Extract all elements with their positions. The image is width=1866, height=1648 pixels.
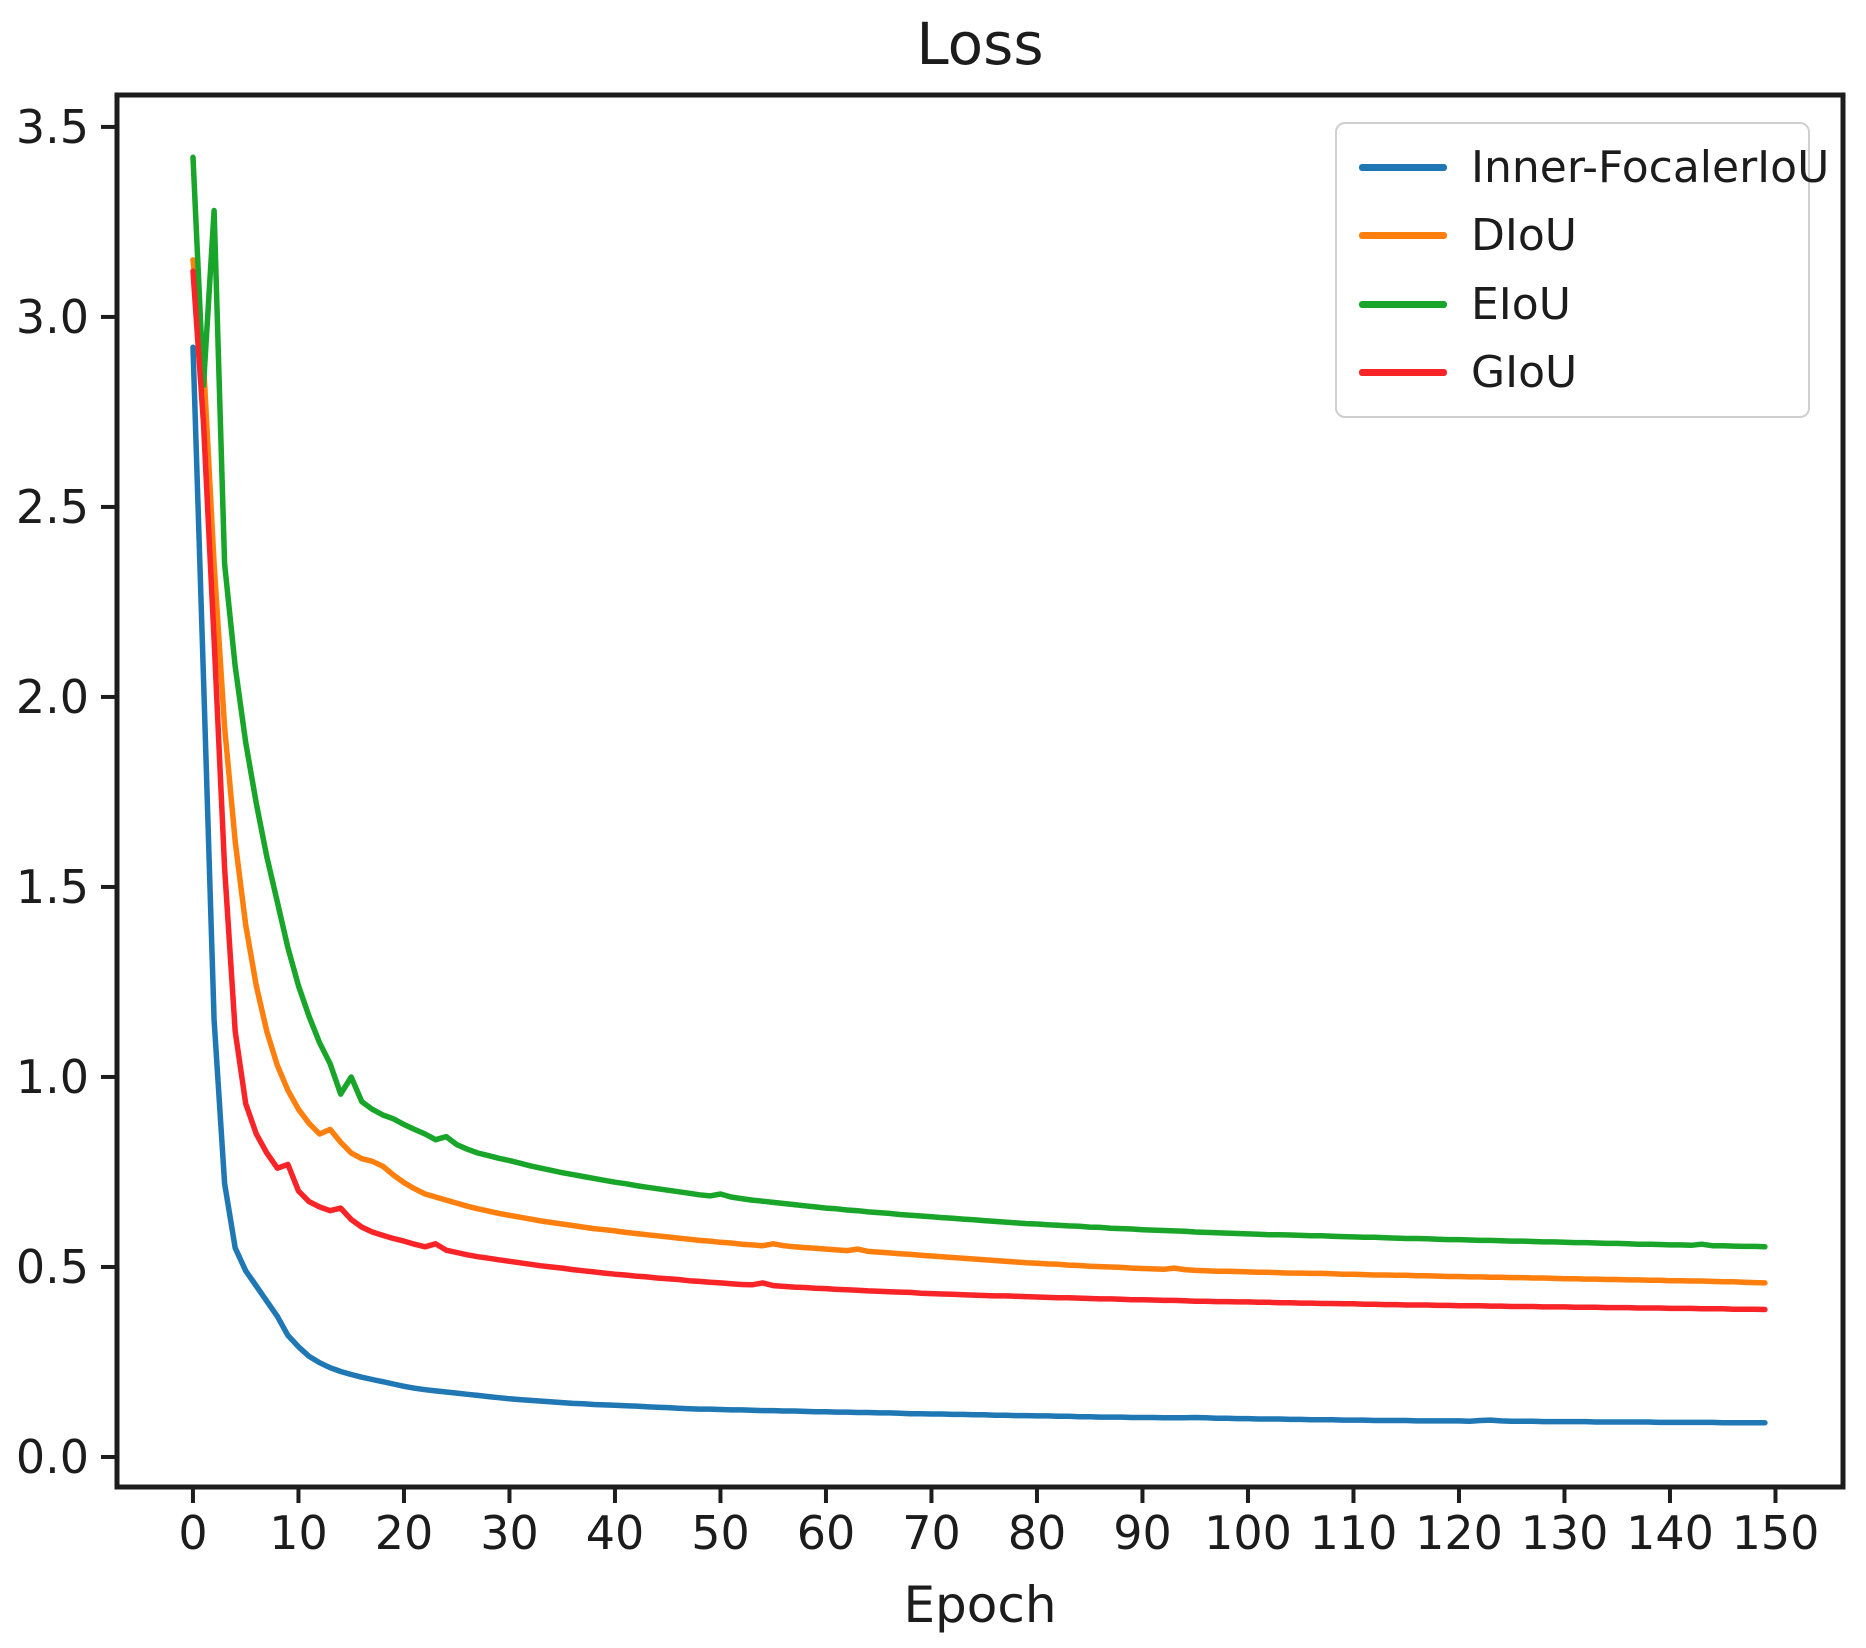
- y-tick-label: 3.5: [16, 100, 89, 154]
- legend-line-swatch: [1359, 369, 1447, 377]
- x-tick-label: 70: [902, 1506, 961, 1560]
- x-axis-label: Epoch: [903, 1576, 1057, 1634]
- series-line-inner-focaleriou: [190, 344, 1768, 1426]
- legend-line-swatch: [1359, 232, 1447, 240]
- x-tick-label: 40: [586, 1506, 645, 1560]
- legend-label: DIoU: [1471, 210, 1577, 262]
- x-tick-label: 90: [1113, 1506, 1172, 1560]
- x-tick-label: 130: [1521, 1506, 1609, 1560]
- legend-label: GIoU: [1471, 347, 1578, 399]
- x-tick-label: 120: [1415, 1506, 1503, 1560]
- x-tick-label: 50: [691, 1506, 750, 1560]
- legend-label: Inner-FocalerIoU: [1471, 141, 1830, 193]
- y-tick-label: 0.5: [16, 1240, 89, 1294]
- axes-frame: [114, 92, 1846, 1490]
- legend-item-eiou: EIoU: [1337, 279, 1808, 330]
- y-tick-label: 1.5: [16, 860, 89, 914]
- x-tick-label: 100: [1204, 1506, 1292, 1560]
- x-tick-label: 80: [1008, 1506, 1067, 1560]
- series-line-eiou: [190, 154, 1768, 1250]
- x-tick-label: 0: [178, 1506, 207, 1560]
- y-tick-label: 0.0: [16, 1430, 89, 1484]
- legend-item-diou: DIoU: [1337, 210, 1808, 261]
- x-tick-label: 10: [269, 1506, 328, 1560]
- x-tick-label: 60: [797, 1506, 856, 1560]
- x-tick-label: 20: [375, 1506, 434, 1560]
- legend-box: Inner-FocalerIoU DIoU EIoU GIoU: [1335, 122, 1829, 418]
- legend-item-inner-focaleriou: Inner-FocalerIoU: [1337, 142, 1829, 193]
- y-tick-label: 2.5: [16, 480, 89, 534]
- series-line-giou: [190, 268, 1768, 1313]
- legend-line-swatch: [1359, 300, 1447, 308]
- series-line-diou: [190, 257, 1768, 1286]
- y-tick-label: 1.0: [16, 1050, 89, 1104]
- chart-title: Loss: [916, 10, 1044, 78]
- legend-line-swatch: [1359, 163, 1447, 171]
- x-tick-label: 150: [1732, 1506, 1820, 1560]
- y-tick-label: 2.0: [16, 670, 89, 724]
- x-tick-label: 30: [480, 1506, 539, 1560]
- x-tick-label: 110: [1310, 1506, 1398, 1560]
- x-tick-label: 140: [1626, 1506, 1714, 1560]
- y-tick-label: 3.0: [16, 290, 89, 344]
- legend-label: EIoU: [1471, 278, 1571, 330]
- legend-item-giou: GIoU: [1337, 347, 1808, 398]
